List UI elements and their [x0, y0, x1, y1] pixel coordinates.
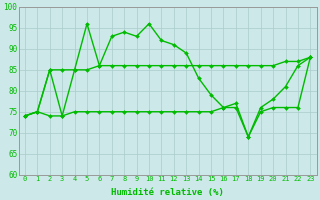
X-axis label: Humidité relative (%): Humidité relative (%) [111, 188, 224, 197]
